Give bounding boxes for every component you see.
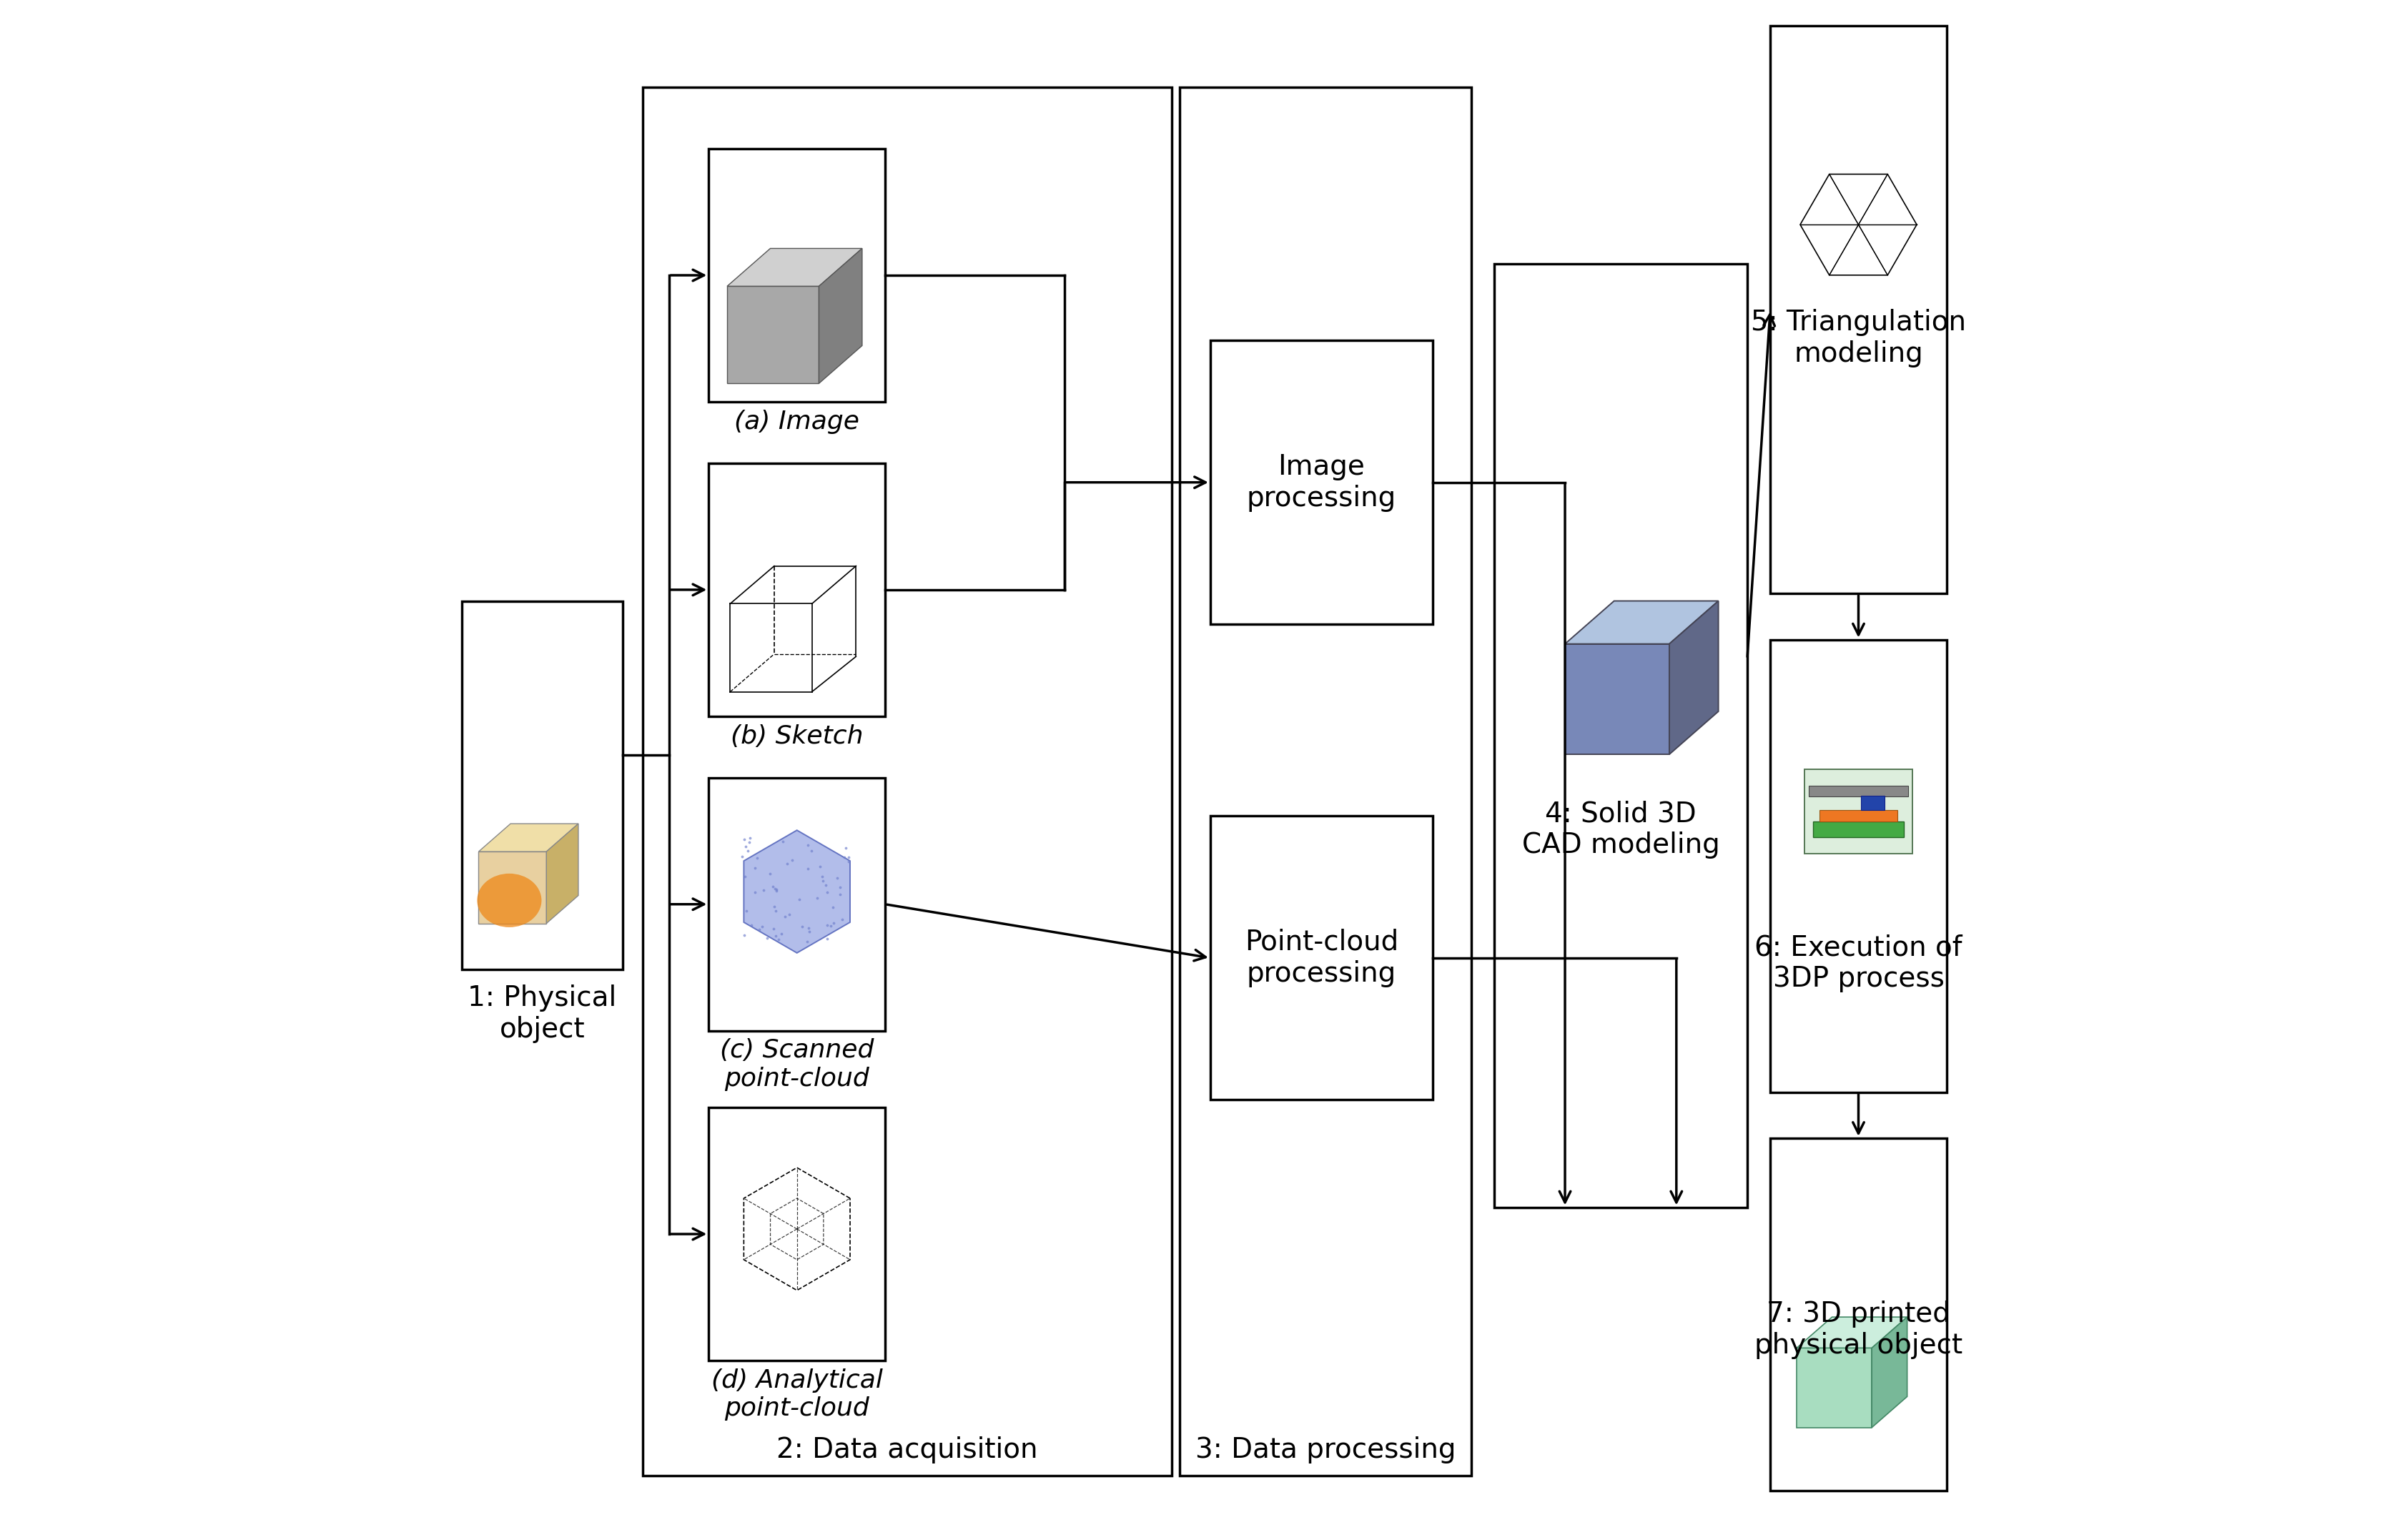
Text: (a) Image: (a) Image: [734, 410, 860, 434]
Polygon shape: [727, 286, 820, 383]
Text: 2: Data acquisition: 2: Data acquisition: [777, 1437, 1037, 1463]
Polygon shape: [1565, 601, 1718, 644]
FancyBboxPatch shape: [710, 464, 884, 716]
FancyBboxPatch shape: [1859, 796, 1883, 810]
Polygon shape: [478, 824, 578, 852]
FancyBboxPatch shape: [1819, 810, 1898, 822]
Polygon shape: [1797, 1348, 1871, 1428]
Polygon shape: [1668, 601, 1718, 755]
FancyBboxPatch shape: [1771, 639, 1948, 1092]
Polygon shape: [478, 852, 547, 924]
Text: (d) Analytical
point-cloud: (d) Analytical point-cloud: [712, 1368, 882, 1421]
Polygon shape: [547, 824, 578, 924]
FancyBboxPatch shape: [1209, 816, 1432, 1100]
Text: 5: Triangulation
modeling: 5: Triangulation modeling: [1752, 310, 1967, 368]
Text: Image
processing: Image processing: [1248, 453, 1396, 511]
Polygon shape: [820, 248, 863, 383]
Ellipse shape: [478, 873, 543, 927]
Text: 4: Solid 3D
CAD modeling: 4: Solid 3D CAD modeling: [1522, 801, 1721, 859]
Polygon shape: [1871, 1317, 1907, 1428]
Text: 6: Execution of
3DP process: 6: Execution of 3DP process: [1754, 933, 1962, 992]
FancyBboxPatch shape: [1181, 88, 1472, 1475]
FancyBboxPatch shape: [710, 778, 884, 1030]
FancyBboxPatch shape: [461, 601, 624, 969]
Polygon shape: [1797, 1317, 1907, 1348]
Polygon shape: [1565, 644, 1668, 755]
FancyBboxPatch shape: [1209, 340, 1432, 624]
Polygon shape: [727, 248, 863, 286]
FancyBboxPatch shape: [1771, 26, 1948, 593]
FancyBboxPatch shape: [710, 1107, 884, 1361]
FancyBboxPatch shape: [643, 88, 1171, 1475]
Text: (c) Scanned
point-cloud: (c) Scanned point-cloud: [719, 1038, 875, 1090]
FancyBboxPatch shape: [1494, 263, 1747, 1207]
FancyBboxPatch shape: [1809, 785, 1907, 796]
FancyBboxPatch shape: [1814, 822, 1902, 836]
Text: 3: Data processing: 3: Data processing: [1195, 1437, 1456, 1463]
Polygon shape: [743, 830, 851, 953]
FancyBboxPatch shape: [1771, 1138, 1948, 1491]
Text: 1: Physical
object: 1: Physical object: [468, 984, 617, 1044]
FancyBboxPatch shape: [1804, 770, 1912, 853]
FancyBboxPatch shape: [710, 149, 884, 402]
Text: 7: 3D printed
physical object: 7: 3D printed physical object: [1754, 1300, 1962, 1360]
Text: (b) Sketch: (b) Sketch: [731, 724, 863, 748]
Text: Point-cloud
processing: Point-cloud processing: [1245, 929, 1398, 987]
